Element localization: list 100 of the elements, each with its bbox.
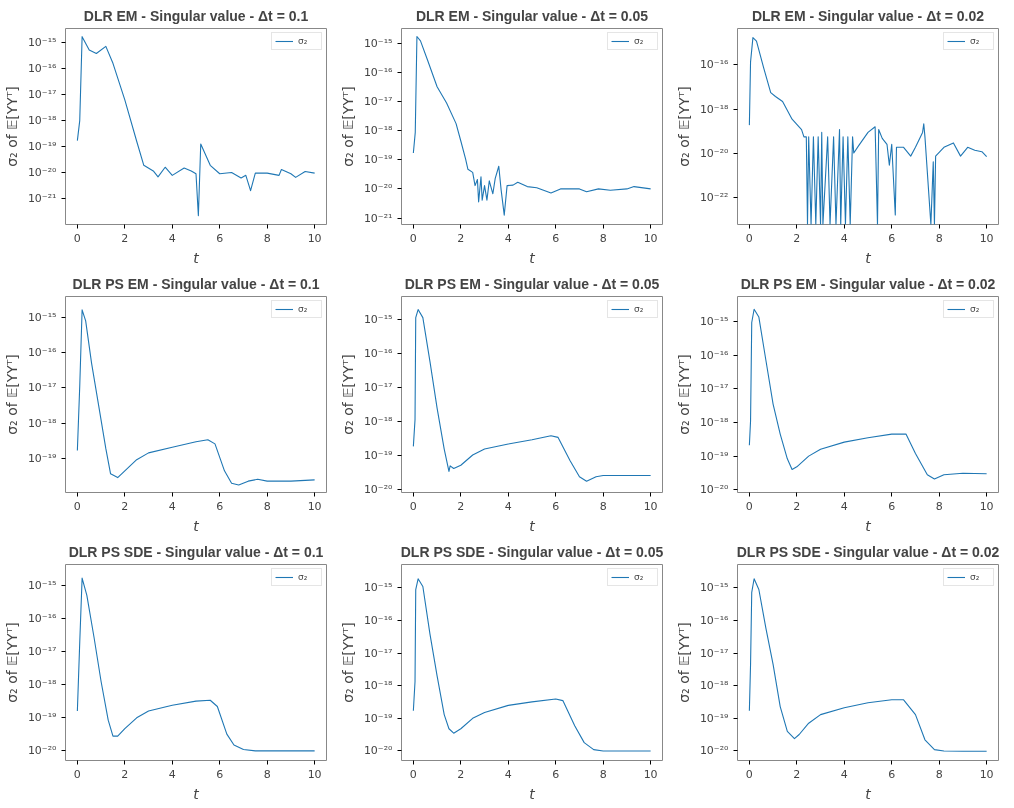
y-tick-label: 10⁻¹⁶: [363, 613, 394, 627]
x-tick-label: 6: [216, 767, 224, 781]
y-tick-label: 10⁻¹⁹: [363, 153, 393, 167]
y-axis-title: σ₂ of 𝔼[YYᵀ]: [675, 354, 692, 435]
x-tick-label: 8: [599, 767, 607, 781]
y-tick-label: 10⁻²⁰: [363, 182, 394, 196]
x-tick-label: 0: [745, 767, 753, 781]
x-tick-label: 0: [73, 767, 81, 781]
x-tick-label: 6: [552, 499, 560, 513]
x-axis-title: t: [865, 249, 872, 266]
chart-title: DLR PS EM - Singular value - Δt = 0.02: [740, 275, 996, 292]
x-tick-label: 4: [168, 231, 176, 245]
y-tick-label: 10⁻¹⁶: [699, 58, 730, 72]
y-axis-title: σ₂ of 𝔼[YYᵀ]: [339, 86, 356, 167]
legend-label: σ₂: [970, 572, 981, 582]
x-axis-title: t: [865, 517, 872, 534]
legend-label: σ₂: [634, 304, 645, 314]
x-tick-label: 4: [504, 499, 512, 513]
y-tick-label: 10⁻¹⁸: [27, 416, 58, 430]
x-tick-label: 2: [457, 767, 465, 781]
x-tick-label: 0: [409, 767, 417, 781]
y-tick-label: 10⁻²⁰: [363, 482, 394, 496]
x-tick-label: 2: [121, 231, 129, 245]
x-tick-label: 10: [979, 767, 994, 781]
x-tick-label: 2: [793, 767, 801, 781]
y-axis-title: σ₂ of 𝔼[YYᵀ]: [675, 86, 692, 167]
y-tick-label: 10⁻¹⁷: [363, 380, 393, 394]
chart-title: DLR PS EM - Singular value - Δt = 0.1: [72, 275, 320, 292]
y-tick-label: 10⁻²⁰: [699, 483, 730, 497]
x-tick-label: 2: [457, 499, 465, 513]
y-tick-label: 10⁻¹⁹: [27, 452, 57, 466]
x-tick-label: 8: [599, 499, 607, 513]
x-tick-label: 4: [168, 499, 176, 513]
y-tick-label: 10⁻²⁰: [363, 744, 394, 758]
x-tick-label: 10: [307, 499, 322, 513]
x-tick-label: 2: [793, 499, 801, 513]
x-tick-label: 8: [935, 499, 943, 513]
x-axis-title: t: [865, 785, 872, 802]
y-tick-label: 10⁻²¹: [27, 192, 57, 206]
y-axis-title: σ₂ of 𝔼[YYᵀ]: [3, 354, 20, 435]
y-axis-title: σ₂ of 𝔼[YYᵀ]: [675, 622, 692, 703]
y-tick-label: 10⁻¹⁸: [363, 414, 394, 428]
legend-label: σ₂: [298, 304, 309, 314]
y-tick-label: 10⁻¹⁵: [27, 579, 57, 593]
x-tick-label: 0: [409, 499, 417, 513]
y-tick-label: 10⁻¹⁶: [363, 346, 394, 360]
y-tick-label: 10⁻¹⁷: [27, 88, 57, 102]
legend-label: σ₂: [970, 36, 981, 46]
y-tick-label: 10⁻¹⁷: [27, 645, 57, 659]
x-tick-label: 8: [599, 231, 607, 245]
y-tick-label: 10⁻¹⁶: [363, 65, 394, 79]
y-tick-label: 10⁻¹⁹: [699, 449, 729, 463]
y-tick-label: 10⁻¹⁸: [27, 678, 58, 692]
x-tick-label: 2: [793, 231, 801, 245]
y-tick-label: 10⁻¹⁹: [363, 711, 393, 725]
x-tick-label: 6: [216, 231, 224, 245]
y-tick-label: 10⁻²⁰: [27, 744, 58, 758]
x-tick-label: 10: [643, 767, 658, 781]
x-tick-label: 4: [840, 767, 848, 781]
legend-label: σ₂: [298, 572, 309, 582]
y-tick-label: 10⁻¹⁶: [699, 348, 730, 362]
x-axis-title: t: [529, 249, 536, 266]
x-tick-label: 2: [121, 499, 129, 513]
x-tick-label: 4: [168, 767, 176, 781]
chart-title: DLR PS SDE - Singular value - Δt = 0.02: [736, 543, 1000, 560]
legend-label: σ₂: [970, 304, 981, 314]
x-tick-label: 8: [263, 231, 271, 245]
y-tick-label: 10⁻¹⁸: [699, 102, 730, 116]
x-tick-label: 10: [307, 767, 322, 781]
y-tick-label: 10⁻¹⁹: [699, 711, 729, 725]
y-tick-label: 10⁻¹⁹: [27, 140, 57, 154]
y-tick-label: 10⁻¹⁶: [27, 345, 58, 359]
y-tick-label: 10⁻¹⁸: [699, 679, 730, 693]
y-tick-label: 10⁻¹⁷: [363, 94, 393, 108]
y-axis-title: σ₂ of 𝔼[YYᵀ]: [339, 622, 356, 703]
y-tick-label: 10⁻¹⁹: [27, 711, 57, 725]
x-tick-label: 0: [745, 231, 753, 245]
x-tick-label: 0: [409, 231, 417, 245]
x-tick-label: 6: [552, 767, 560, 781]
y-tick-label: 10⁻²¹: [363, 211, 393, 225]
legend-label: σ₂: [634, 36, 645, 46]
y-tick-label: 10⁻¹⁸: [363, 679, 394, 693]
y-tick-label: 10⁻¹⁹: [363, 448, 393, 462]
x-tick-label: 2: [457, 231, 465, 245]
x-tick-label: 10: [307, 231, 322, 245]
y-tick-label: 10⁻¹⁸: [363, 124, 394, 138]
x-tick-label: 2: [121, 767, 129, 781]
y-tick-label: 10⁻²²: [699, 191, 729, 205]
legend-label: σ₂: [298, 36, 309, 46]
y-tick-label: 10⁻¹⁶: [27, 612, 58, 626]
x-tick-label: 0: [745, 499, 753, 513]
x-tick-label: 4: [840, 499, 848, 513]
y-tick-label: 10⁻¹⁵: [363, 312, 393, 326]
x-tick-label: 6: [888, 499, 896, 513]
y-tick-label: 10⁻¹⁵: [699, 314, 729, 328]
y-tick-label: 10⁻¹⁶: [699, 613, 730, 627]
y-tick-label: 10⁻¹⁷: [363, 646, 393, 660]
y-axis-title: σ₂ of 𝔼[YYᵀ]: [339, 354, 356, 435]
chart-title: DLR PS EM - Singular value - Δt = 0.05: [404, 275, 660, 292]
x-tick-label: 8: [263, 499, 271, 513]
